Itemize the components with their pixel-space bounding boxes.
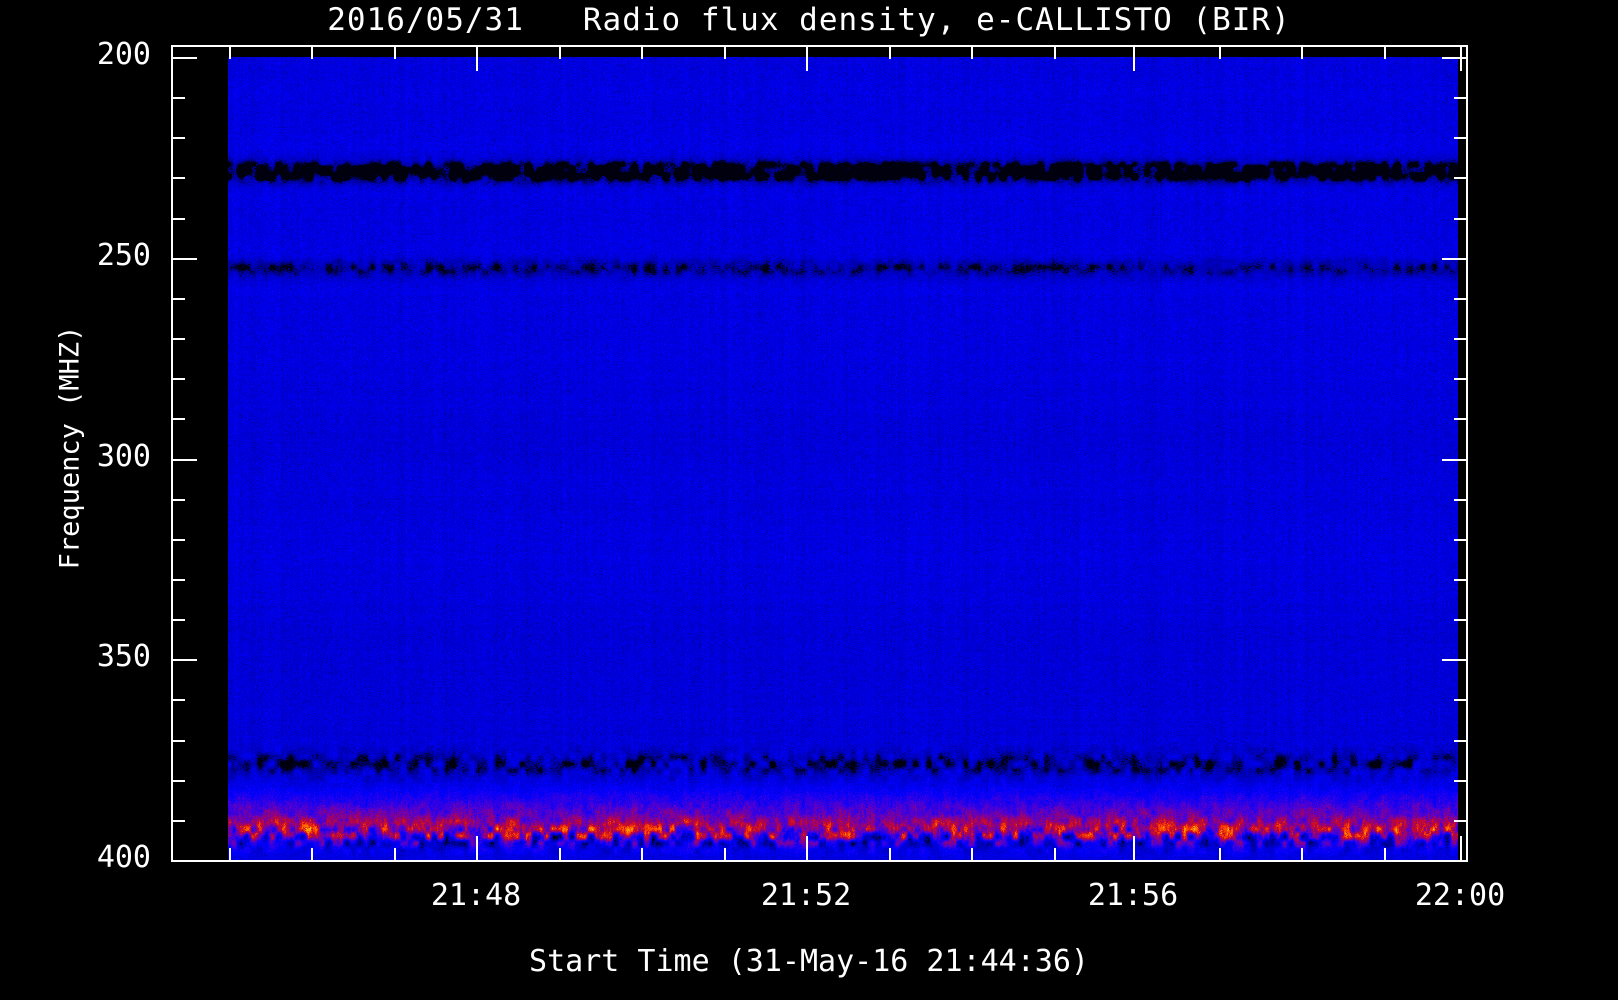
x-major-tick-bottom-21:56 xyxy=(1133,836,1135,862)
y-minor-tick-left xyxy=(171,699,185,701)
y-minor-tick-left xyxy=(171,298,185,300)
y-minor-tick-left xyxy=(171,499,185,501)
y-major-tick-left-400 xyxy=(171,860,197,862)
x-minor-tick-top xyxy=(1384,45,1386,59)
y-minor-tick-right xyxy=(1454,820,1468,822)
y-minor-tick-right xyxy=(1454,338,1468,340)
x-tick-label-2148: 21:48 xyxy=(430,878,522,913)
y-tick-label-300: 300 xyxy=(96,438,151,474)
x-major-tick-top-21:48 xyxy=(476,45,478,71)
y-minor-tick-left xyxy=(171,378,185,380)
y-major-tick-right-350 xyxy=(1442,659,1468,661)
y-major-tick-left-350 xyxy=(171,659,197,661)
x-major-tick-bottom-21:48 xyxy=(476,836,478,862)
y-minor-tick-left xyxy=(171,137,185,139)
y-minor-tick-left xyxy=(171,780,185,782)
x-major-tick-top-22:00 xyxy=(1460,45,1462,71)
y-minor-tick-right xyxy=(1454,579,1468,581)
y-minor-tick-left xyxy=(171,177,185,179)
y-minor-tick-right xyxy=(1454,699,1468,701)
x-minor-tick-top xyxy=(971,45,973,59)
y-minor-tick-left xyxy=(171,619,185,621)
y-minor-tick-right xyxy=(1454,740,1468,742)
y-axis-title: Frequency (MHZ) xyxy=(54,325,86,570)
x-minor-tick-bottom xyxy=(1054,848,1056,862)
x-minor-tick-bottom xyxy=(394,848,396,862)
y-major-tick-right-300 xyxy=(1442,459,1468,461)
x-minor-tick-bottom xyxy=(889,848,891,862)
y-minor-tick-left xyxy=(171,338,185,340)
y-minor-tick-right xyxy=(1454,539,1468,541)
y-major-tick-left-200 xyxy=(171,57,197,59)
y-minor-tick-left xyxy=(171,740,185,742)
x-tick-label-2200: 22:00 xyxy=(1414,878,1506,913)
x-minor-tick-top xyxy=(229,45,231,59)
x-major-tick-bottom-22:00 xyxy=(1460,836,1462,862)
y-minor-tick-right xyxy=(1454,499,1468,501)
x-minor-tick-bottom xyxy=(1219,848,1221,862)
x-major-tick-top-21:56 xyxy=(1133,45,1135,71)
y-major-tick-left-250 xyxy=(171,258,197,260)
y-tick-label-200: 200 xyxy=(96,37,151,72)
spectrogram-image xyxy=(228,57,1458,860)
y-minor-tick-right xyxy=(1454,418,1468,420)
y-major-tick-right-200 xyxy=(1442,57,1468,59)
y-major-tick-right-400 xyxy=(1442,860,1468,862)
y-minor-tick-right xyxy=(1454,780,1468,782)
x-major-tick-bottom-21:52 xyxy=(806,836,808,862)
x-minor-tick-bottom xyxy=(724,848,726,862)
x-tick-label-2156: 21:56 xyxy=(1087,878,1179,913)
y-minor-tick-left xyxy=(171,97,185,99)
y-major-tick-left-300 xyxy=(171,459,197,461)
x-minor-tick-top xyxy=(559,45,561,59)
x-minor-tick-bottom xyxy=(971,848,973,862)
x-minor-tick-bottom xyxy=(1301,848,1303,862)
y-minor-tick-right xyxy=(1454,137,1468,139)
y-tick-label-250: 250 xyxy=(96,237,151,273)
x-minor-tick-top xyxy=(1301,45,1303,59)
x-tick-label-2152: 21:52 xyxy=(760,878,852,913)
x-minor-tick-top xyxy=(641,45,643,59)
x-minor-tick-bottom xyxy=(641,848,643,862)
y-minor-tick-right xyxy=(1454,378,1468,380)
y-minor-tick-right xyxy=(1454,97,1468,99)
y-minor-tick-right xyxy=(1454,619,1468,621)
plot-axes-frame xyxy=(171,45,1468,862)
x-minor-tick-bottom xyxy=(229,848,231,862)
x-minor-tick-top xyxy=(889,45,891,59)
x-minor-tick-top xyxy=(1219,45,1221,59)
x-major-tick-top-21:52 xyxy=(806,45,808,71)
y-minor-tick-right xyxy=(1454,177,1468,179)
x-minor-tick-top xyxy=(724,45,726,59)
y-minor-tick-left xyxy=(171,579,185,581)
y-minor-tick-left xyxy=(171,218,185,220)
y-tick-label-350: 350 xyxy=(96,639,151,675)
x-minor-tick-bottom xyxy=(559,848,561,862)
y-minor-tick-left xyxy=(171,539,185,541)
y-minor-tick-left xyxy=(171,820,185,822)
y-minor-tick-left xyxy=(171,418,185,420)
y-minor-tick-right xyxy=(1454,298,1468,300)
page-title: 2016/05/31 Radio flux density, e-CALLIST… xyxy=(327,2,1291,38)
y-major-tick-right-250 xyxy=(1442,258,1468,260)
x-minor-tick-top xyxy=(394,45,396,59)
x-minor-tick-bottom xyxy=(1384,848,1386,862)
x-minor-tick-top xyxy=(1054,45,1056,59)
x-minor-tick-bottom xyxy=(311,848,313,862)
x-axis-title: Start Time (31-May-16 21:44:36) xyxy=(529,944,1089,979)
x-minor-tick-top xyxy=(311,45,313,59)
y-tick-label-400: 400 xyxy=(96,840,151,875)
y-minor-tick-right xyxy=(1454,218,1468,220)
